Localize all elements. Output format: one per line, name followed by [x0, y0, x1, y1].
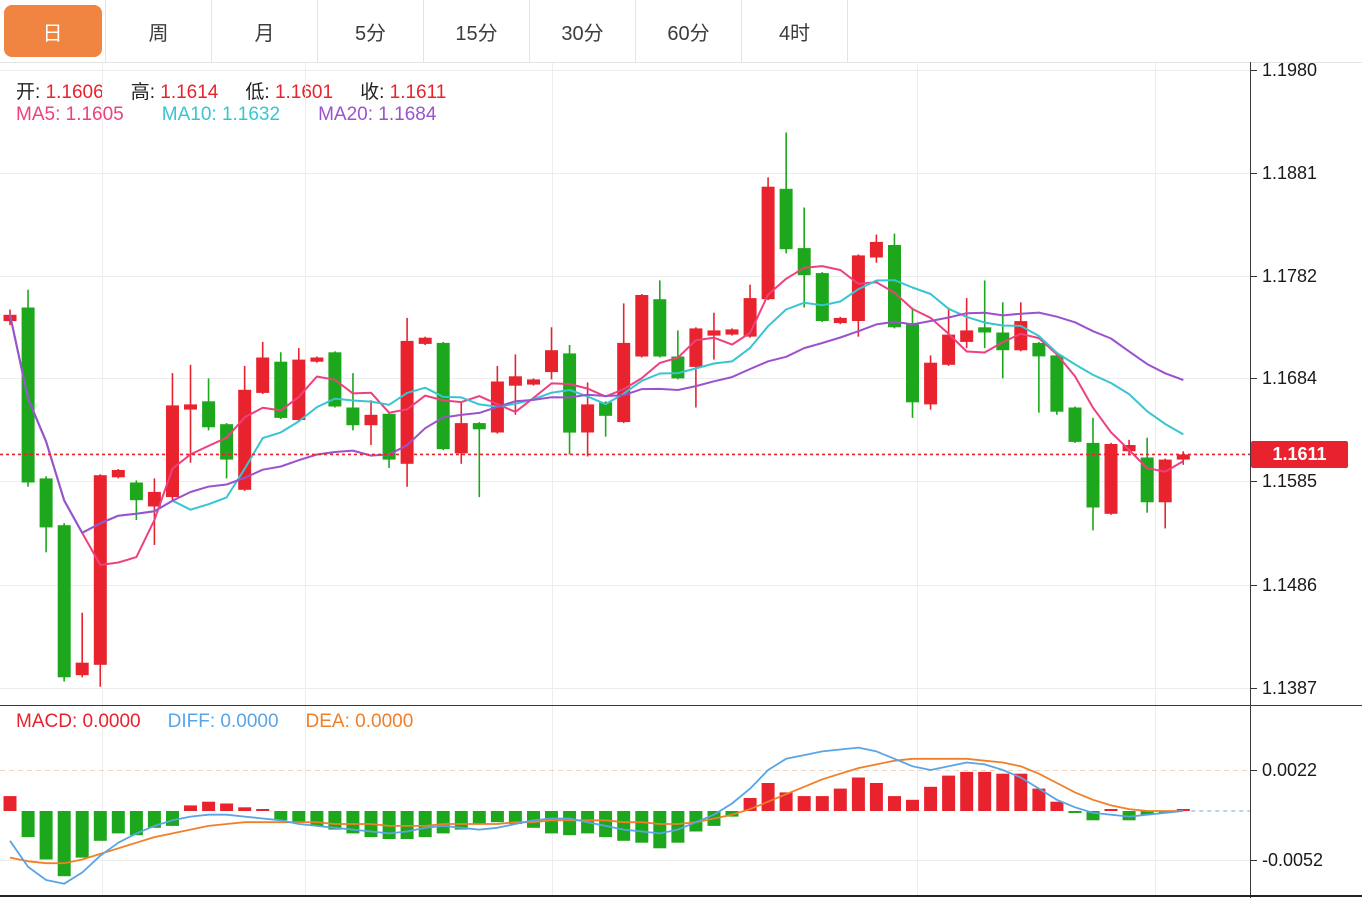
ma-ma20: MA20: 1.1684 [318, 104, 436, 125]
tick-mark [1250, 860, 1257, 861]
dea-line [9, 757, 1184, 865]
ohlc-low: 低: 1.1601 [245, 82, 333, 103]
candles-layer [3, 132, 1190, 687]
ma-ma10: MA10: 1.1632 [162, 104, 280, 125]
tab-60min[interactable]: 60分 [636, 0, 742, 62]
ma-ma5-label: MA5: [16, 104, 66, 125]
macd-macd: MACD: 0.0000 [16, 711, 141, 732]
macd-tick-label: 0.0022 [1262, 760, 1318, 780]
ma-ma5: MA5: 1.1605 [16, 104, 124, 125]
chart-bottom-border [0, 895, 1362, 897]
macd-macd-label: MACD: [16, 711, 83, 732]
ma-ma5-value: 1.1605 [65, 104, 124, 125]
gridlines [0, 62, 1250, 895]
current-price-value: 1.1611 [1272, 444, 1327, 464]
macd-dea-value: 0.0000 [355, 711, 414, 732]
tab-5min[interactable]: 5分 [318, 0, 424, 62]
macd-legend: MACD: 0.0000 DIFF: 0.0000 DEA: 0.0000 [16, 711, 440, 733]
ohlc-close-label: 收: [360, 82, 390, 103]
tick-mark [1250, 770, 1257, 771]
ma20-line [9, 311, 1184, 534]
tab-week-label: 周 [148, 22, 169, 45]
tick-mark [1250, 173, 1257, 174]
ohlc-low-label: 低: [245, 82, 275, 103]
tab-5min-label: 5分 [354, 22, 387, 45]
tab-month-label: 月 [254, 22, 275, 45]
tab-day[interactable]: 日 [0, 0, 106, 62]
price-tick-label: 1.1387 [1262, 678, 1318, 698]
price-tick-label: 1.1585 [1262, 471, 1318, 491]
tab-month[interactable]: 月 [212, 0, 318, 62]
ohlc-close-value: 1.1611 [389, 82, 447, 103]
tab-day-label: 日 [3, 5, 102, 57]
ohlc-open-value: 1.1606 [45, 82, 104, 103]
ohlc-high: 高: 1.1614 [131, 82, 219, 103]
ma10-line [9, 279, 1184, 534]
ohlc-high-value: 1.1614 [160, 82, 219, 103]
tab-week[interactable]: 周 [106, 0, 212, 62]
tick-mark [1250, 688, 1257, 689]
ma-ma10-label: MA10: [161, 104, 222, 125]
price-tick-label: 1.1782 [1262, 266, 1318, 286]
tick-mark [1250, 276, 1257, 277]
macd-diff-value: 0.0000 [220, 711, 279, 732]
ma-ma20-value: 1.1684 [378, 104, 437, 125]
ohlc-close: 收: 1.1611 [360, 82, 446, 103]
current-price-badge: 1.1611 [1251, 441, 1348, 468]
price-tick-label: 1.1486 [1262, 575, 1318, 595]
tick-mark [1250, 481, 1257, 482]
diff-line [9, 746, 1184, 885]
ma5-line [9, 265, 1184, 566]
price-tick-label: 1.1980 [1262, 60, 1318, 80]
macd-dea: DEA: 0.0000 [306, 711, 414, 732]
tab-4hour-label: 4时 [778, 22, 811, 45]
macd-tick-label: -0.0052 [1262, 850, 1324, 870]
tab-30min-label: 30分 [561, 22, 604, 45]
price-axis-line [1250, 62, 1251, 898]
ohlc-legend: 开: 1.1606 高: 1.1614 低: 1.1601 收: 1.1611 [16, 77, 473, 104]
ma-ma10-value: 1.1632 [221, 104, 281, 125]
tab-15min-label: 15分 [455, 22, 498, 45]
macd-diff: DIFF: 0.0000 [168, 711, 279, 732]
macd-macd-value: 0.0000 [82, 711, 141, 732]
tick-mark [1250, 70, 1257, 71]
tab-15min[interactable]: 15分 [424, 0, 530, 62]
price-tick-label: 1.1684 [1262, 368, 1318, 388]
ma-legend: MA5: 1.1605 MA10: 1.1632 MA20: 1.1684 [16, 104, 474, 126]
ohlc-open-label: 开: [16, 82, 46, 103]
price-tick-label: 1.1881 [1262, 163, 1318, 183]
macd-dea-label: DEA: [305, 711, 356, 732]
ohlc-open: 开: 1.1606 [16, 82, 104, 103]
ma-ma20-label: MA20: [318, 104, 379, 125]
macd-diff-label: DIFF: [167, 711, 221, 732]
panel-divider [0, 705, 1362, 706]
tab-4hour[interactable]: 4时 [742, 0, 848, 62]
price-axis: 1.1980 1.1881 1.1782 1.1684 1.1585 1.1486 1.13… [1250, 60, 1362, 898]
candlestick-chart[interactable] [0, 62, 1250, 898]
ohlc-high-label: 高: [130, 82, 161, 103]
tab-60min-label: 60分 [667, 22, 710, 45]
tab-30min[interactable]: 30分 [530, 0, 636, 62]
tick-mark [1250, 378, 1257, 379]
tick-mark [1250, 585, 1257, 586]
ohlc-low-value: 1.1601 [274, 82, 334, 103]
timeframe-tabbar: 日 周 月 5分 15分 30分 60分 4时 [0, 0, 1362, 63]
